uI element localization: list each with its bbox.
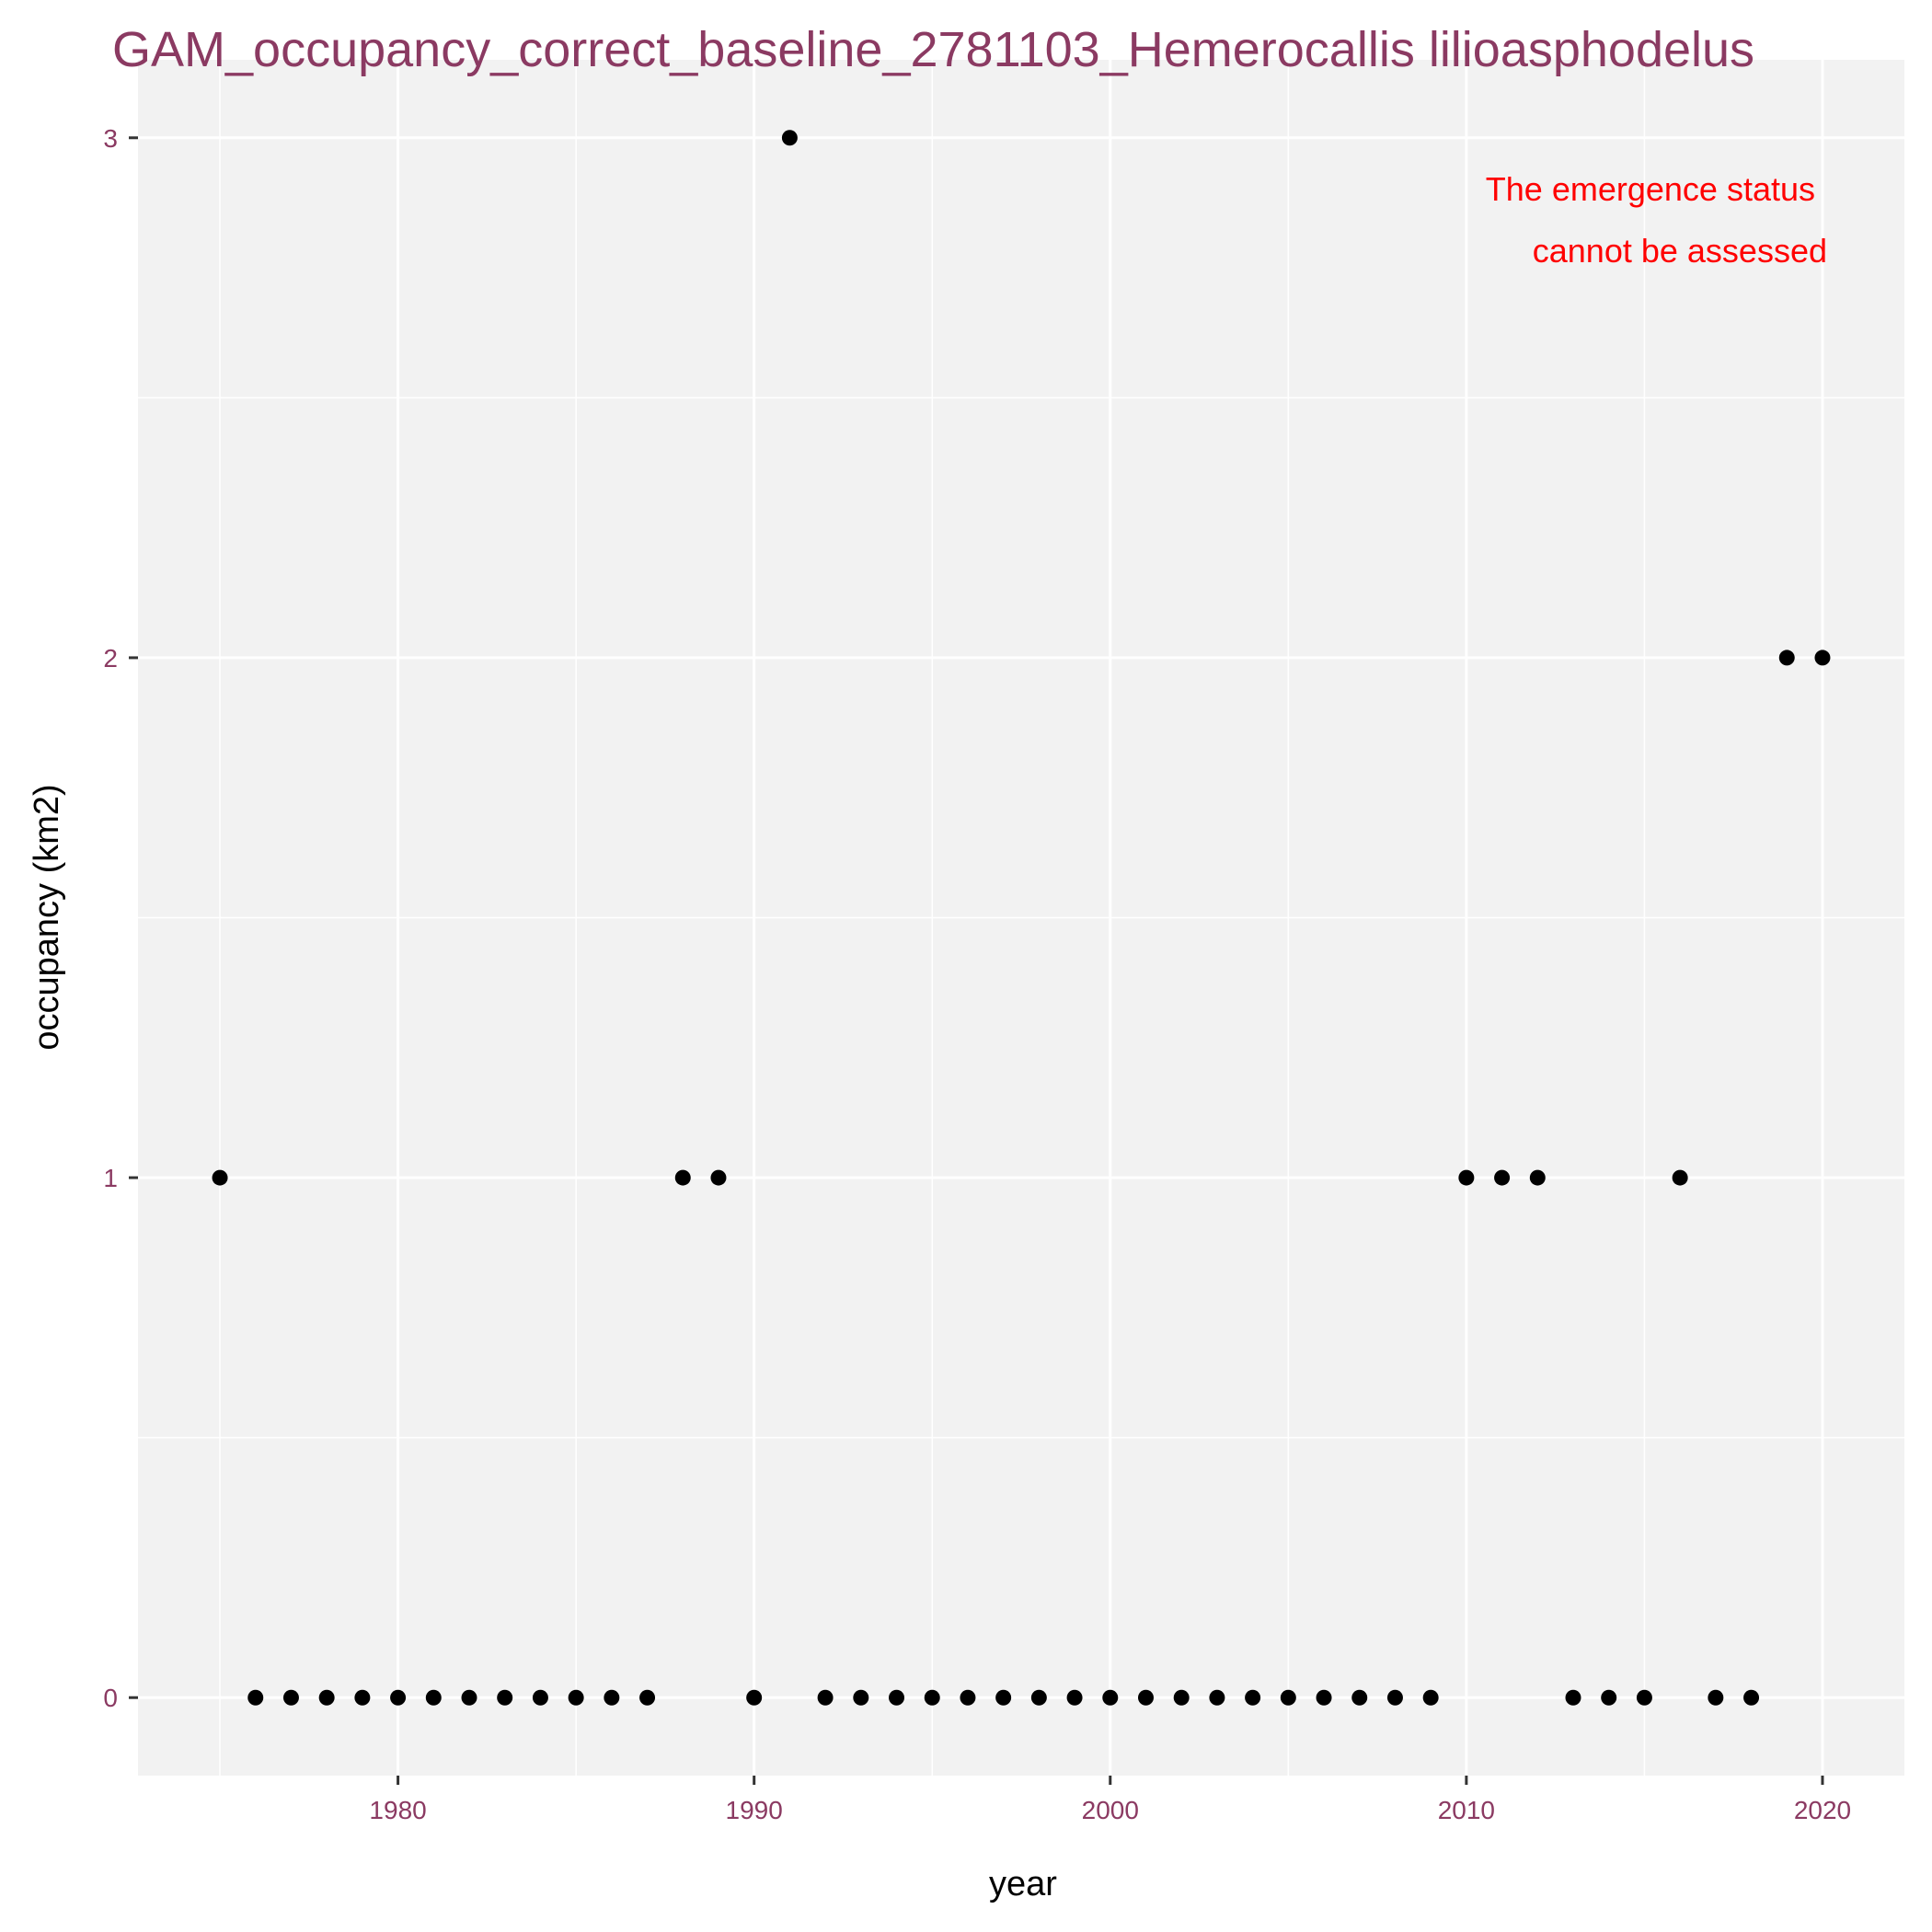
data-point bbox=[390, 1689, 407, 1706]
y-axis-title: occupancy (km2) bbox=[28, 784, 66, 1050]
data-point bbox=[1778, 650, 1795, 666]
data-point bbox=[1422, 1689, 1439, 1706]
axes: 1980 1990 2000 2010 2020 0 1 2 3 bbox=[103, 124, 1851, 1824]
data-point bbox=[1708, 1689, 1724, 1706]
annotation-line-2: cannot be assessed bbox=[1533, 232, 1827, 270]
data-point bbox=[1601, 1689, 1617, 1706]
data-point bbox=[425, 1689, 442, 1706]
data-point bbox=[247, 1689, 264, 1706]
data-point bbox=[1066, 1689, 1083, 1706]
data-point bbox=[354, 1689, 371, 1706]
data-point bbox=[1245, 1689, 1261, 1706]
chart-title: GAM_occupancy_correct_baseline_2781103_H… bbox=[112, 22, 1754, 77]
data-point bbox=[212, 1169, 228, 1186]
data-point bbox=[710, 1169, 727, 1186]
x-tick-label: 2020 bbox=[1794, 1796, 1851, 1824]
data-point bbox=[781, 130, 798, 146]
data-point bbox=[960, 1689, 976, 1706]
data-point bbox=[497, 1689, 513, 1706]
data-point bbox=[1102, 1689, 1119, 1706]
x-tick-label: 2000 bbox=[1082, 1796, 1139, 1824]
data-point bbox=[282, 1689, 299, 1706]
data-point bbox=[1316, 1689, 1332, 1706]
data-point bbox=[924, 1689, 940, 1706]
data-point bbox=[461, 1689, 477, 1706]
data-point bbox=[995, 1689, 1012, 1706]
y-tick-label: 3 bbox=[103, 124, 118, 153]
data-point bbox=[1672, 1169, 1688, 1186]
data-point bbox=[1280, 1689, 1296, 1706]
data-point bbox=[1636, 1689, 1652, 1706]
y-tick-label: 1 bbox=[103, 1164, 118, 1192]
data-point bbox=[674, 1169, 691, 1186]
x-axis-title: year bbox=[989, 1865, 1057, 1903]
y-tick-label: 2 bbox=[103, 644, 118, 673]
data-point bbox=[746, 1689, 763, 1706]
data-point bbox=[1565, 1689, 1581, 1706]
data-point bbox=[1030, 1689, 1047, 1706]
grid-lines bbox=[138, 60, 1904, 1776]
data-point bbox=[853, 1689, 869, 1706]
data-point bbox=[532, 1689, 548, 1706]
data-point bbox=[318, 1689, 335, 1706]
data-point bbox=[817, 1689, 834, 1706]
x-tick-label: 2010 bbox=[1438, 1796, 1495, 1824]
y-tick-label: 0 bbox=[103, 1684, 118, 1712]
data-point bbox=[1351, 1689, 1368, 1706]
data-point bbox=[568, 1689, 584, 1706]
x-tick-label: 1990 bbox=[726, 1796, 783, 1824]
data-point bbox=[604, 1689, 620, 1706]
annotation-line-1: The emergence status bbox=[1486, 170, 1815, 208]
data-point bbox=[1458, 1169, 1475, 1186]
data-point bbox=[1743, 1689, 1760, 1706]
data-point bbox=[1529, 1169, 1546, 1186]
data-points bbox=[212, 130, 1831, 1706]
data-point bbox=[1386, 1689, 1403, 1706]
data-point bbox=[1173, 1689, 1190, 1706]
data-point bbox=[1137, 1689, 1154, 1706]
data-point bbox=[889, 1689, 905, 1706]
data-point bbox=[1209, 1689, 1225, 1706]
data-point bbox=[639, 1689, 656, 1706]
x-tick-label: 1980 bbox=[369, 1796, 426, 1824]
data-point bbox=[1814, 650, 1831, 666]
data-point bbox=[1494, 1169, 1511, 1186]
